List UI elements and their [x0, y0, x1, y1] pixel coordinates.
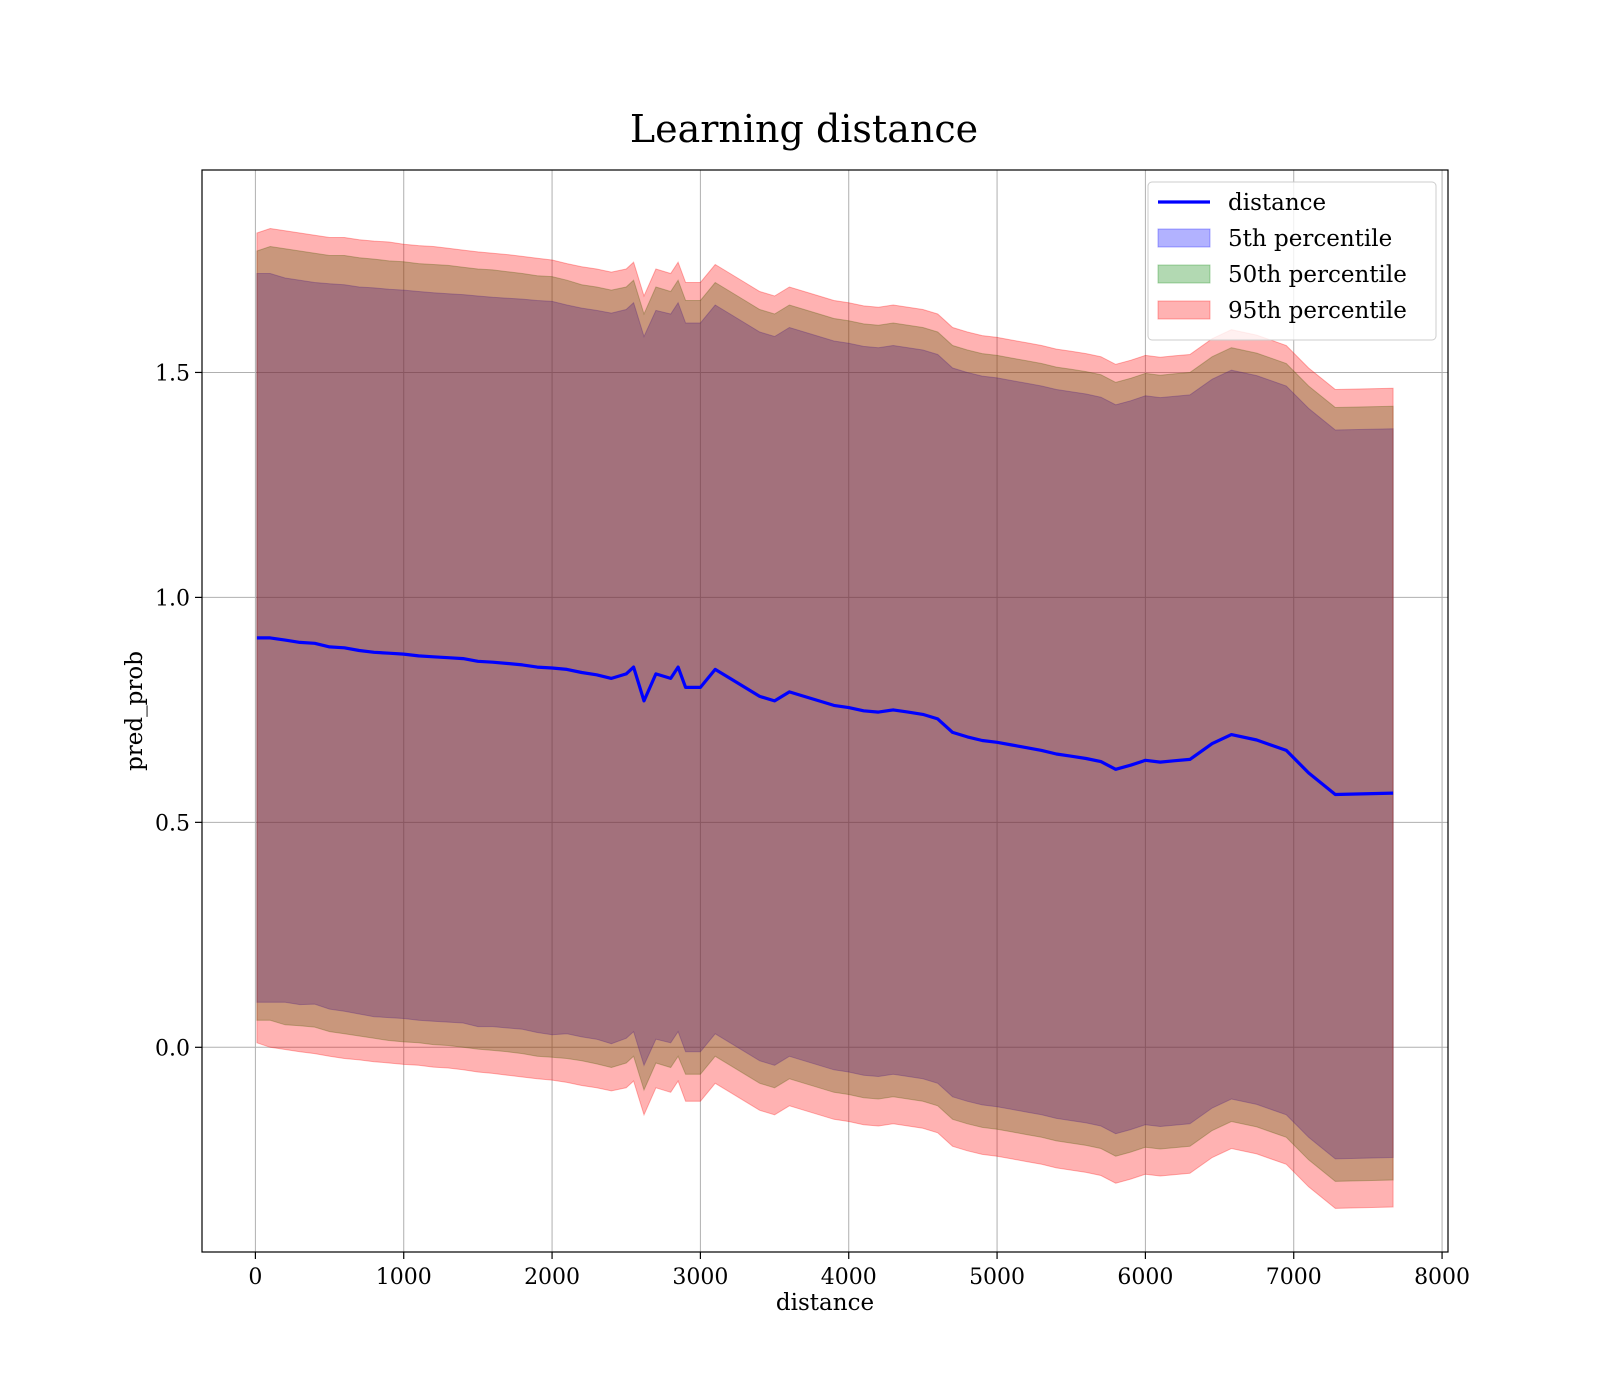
y-tick-label: 1.5	[155, 361, 190, 386]
x-tick-label: 5000	[969, 1265, 1025, 1290]
x-tick-label: 8000	[1414, 1265, 1470, 1290]
x-tick-label: 6000	[1117, 1265, 1173, 1290]
50th-percentile-band	[256, 245, 1394, 1182]
plot-background	[202, 170, 1448, 1252]
legend-label: 5th percentile	[1228, 226, 1392, 252]
grid	[202, 170, 1448, 1252]
95th-percentile-band	[256, 227, 1394, 1209]
x-tick-label: 1000	[376, 1265, 432, 1290]
distance-line	[256, 636, 1394, 797]
legend: distance 5th percentile 50th percentile 95t…	[1147, 181, 1437, 341]
plot-area	[201, 169, 1449, 1253]
x-tick-label: 3000	[672, 1265, 728, 1290]
legend-label: distance	[1228, 190, 1326, 216]
y-tick-label: 1.0	[155, 586, 190, 611]
y-axis-ticks: 0.0 0.5 1.0 1.5	[155, 361, 202, 1061]
y-tick-label: 0.0	[155, 1036, 190, 1061]
x-tick-label: 0	[248, 1265, 262, 1290]
plot-frame	[201, 169, 1449, 1253]
y-axis-label: pred_prob	[122, 651, 148, 771]
legend-band-swatch	[1157, 228, 1211, 248]
legend-band-swatch	[1157, 264, 1211, 284]
legend-label: 50th percentile	[1228, 262, 1407, 288]
x-tick-label: 4000	[821, 1265, 877, 1290]
legend-band-swatch	[1157, 300, 1211, 320]
percentile-bands	[256, 227, 1394, 1209]
chart-title: Learning distance	[630, 107, 978, 151]
x-tick-label: 7000	[1266, 1265, 1322, 1290]
x-axis-label: distance	[776, 1290, 874, 1316]
y-tick-label: 0.5	[155, 811, 190, 836]
legend-label: 95th percentile	[1228, 298, 1407, 324]
x-tick-label: 2000	[524, 1265, 580, 1290]
distance-series	[256, 636, 1394, 797]
5th-percentile-band	[256, 273, 1394, 1160]
x-axis-ticks: 0 1000 2000 3000 4000 5000 6000 7000 8000	[248, 1252, 1470, 1290]
legend-box	[1147, 181, 1437, 341]
